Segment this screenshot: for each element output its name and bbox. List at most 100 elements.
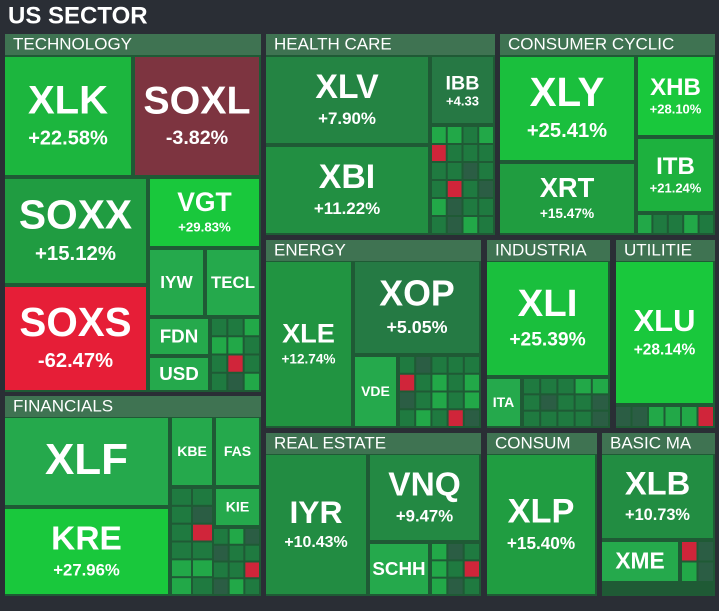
change-label: +28.14%: [634, 342, 696, 359]
group-title: CONSUM: [495, 433, 571, 452]
small-tile: [448, 410, 463, 426]
small-tile: [432, 181, 446, 197]
change-label: +7.90%: [318, 109, 376, 128]
ticker: ITA: [493, 394, 515, 410]
group-header: [266, 433, 481, 454]
small-tile: [212, 373, 227, 390]
change-label: +25.39%: [509, 330, 585, 351]
tile: [487, 262, 608, 375]
ticker: USD: [159, 363, 199, 384]
tile: [5, 287, 146, 390]
tile: [432, 57, 493, 123]
change-label: +21.24%: [650, 181, 702, 196]
ticker: XHB: [650, 74, 701, 101]
tile: [355, 262, 479, 353]
small-tile: [592, 379, 608, 394]
small-tile: [193, 578, 212, 594]
small-tile: [432, 199, 446, 215]
tile: [370, 544, 428, 594]
tile: [638, 57, 713, 135]
ticker: FDN: [160, 325, 199, 346]
group-title: TECHNOLOGY: [13, 34, 132, 53]
small-tile: [214, 545, 228, 561]
tile: [370, 455, 479, 540]
ticker: XLB: [625, 465, 690, 502]
small-tile: [558, 379, 574, 394]
small-tile: [684, 215, 698, 233]
small-tile: [463, 199, 478, 215]
small-tile: [682, 562, 697, 581]
small-tile: [432, 357, 447, 373]
small-tile: [464, 578, 479, 594]
change-label: +28.10%: [650, 102, 702, 117]
small-tile: [212, 319, 227, 336]
ticker: XOP: [379, 273, 455, 313]
tile: [5, 57, 131, 175]
tile: [216, 418, 259, 485]
small-tile: [638, 215, 652, 233]
tile: [487, 455, 595, 594]
ticker: XLI: [518, 282, 578, 325]
small-tile: [463, 145, 478, 161]
tile: [266, 57, 428, 143]
ticker: XBI: [319, 158, 375, 196]
ticker: XLY: [530, 69, 605, 115]
small-tile: [592, 411, 608, 426]
small-tile: [245, 579, 259, 594]
change-label: +11.22%: [314, 199, 380, 218]
group-title: FINANCIALS: [13, 396, 113, 415]
tile: [135, 57, 259, 175]
small-tile: [432, 374, 447, 391]
tile: [172, 418, 212, 485]
small-tile: [447, 199, 462, 215]
small-tile: [244, 337, 259, 354]
small-tile: [447, 217, 462, 233]
tile: [616, 262, 713, 403]
group-title: REAL ESTATE: [274, 433, 386, 452]
small-tile: [172, 542, 191, 559]
small-tile: [575, 379, 591, 394]
small-tile: [229, 545, 244, 561]
change-label: +22.58%: [28, 127, 108, 149]
group-header: [266, 240, 481, 261]
ticker: SOXL: [143, 79, 250, 123]
ticker: XLK: [28, 79, 108, 123]
small-tile: [172, 524, 191, 541]
small-tile: [524, 379, 540, 394]
small-tile: [682, 542, 697, 561]
small-tile: [463, 127, 478, 143]
group-title: HEALTH CARE: [274, 34, 392, 53]
ticker: VGT: [177, 187, 232, 217]
ticker: SOXX: [19, 191, 132, 237]
small-tile: [447, 145, 462, 161]
small-tile: [463, 181, 478, 197]
small-tile: [229, 529, 244, 544]
tile: [355, 357, 396, 426]
tile: [487, 379, 520, 426]
small-tile: [649, 407, 664, 426]
tile: [216, 489, 259, 525]
small-tile: [668, 215, 683, 233]
small-tile: [214, 529, 228, 544]
group-title: CONSUMER CYCLIC: [508, 34, 674, 53]
tile: [266, 147, 428, 233]
small-tile: [682, 407, 697, 426]
small-tile: [479, 181, 493, 197]
small-tile: [558, 411, 574, 426]
group-header: [5, 396, 261, 417]
tile: [150, 358, 208, 390]
small-tile: [193, 560, 212, 577]
small-tile: [541, 411, 557, 426]
small-tile: [432, 544, 447, 560]
small-tile: [244, 373, 259, 390]
small-tile: [416, 392, 431, 409]
small-tile: [524, 395, 540, 410]
small-tile: [464, 374, 479, 391]
tile: [150, 319, 208, 354]
group-header: [266, 34, 495, 55]
small-tile: [479, 199, 493, 215]
small-tile: [447, 163, 462, 179]
small-tile: [228, 319, 243, 336]
small-tile: [193, 506, 212, 523]
